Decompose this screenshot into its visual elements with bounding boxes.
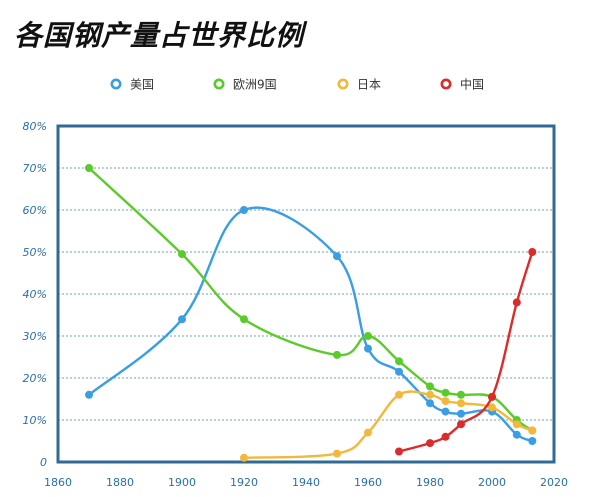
legend-item[interactable]: 美国: [110, 78, 154, 92]
legend: 美国 欧洲9国 日本 中国: [110, 77, 484, 92]
x-tick-label: 1980: [416, 476, 444, 489]
data-point: [512, 298, 521, 307]
data-point: [333, 350, 341, 359]
data-point: [395, 357, 403, 366]
x-tick-label: 1960: [354, 476, 382, 489]
data-point: [364, 332, 372, 340]
data-point: [488, 392, 496, 401]
data-point: [240, 453, 248, 462]
data-point: [85, 164, 93, 172]
data-point: [426, 399, 434, 408]
plot-frame: [56, 124, 556, 464]
legend-label: 欧洲9国: [233, 78, 277, 92]
data-point: [528, 426, 537, 435]
series-1: [85, 164, 537, 435]
data-point: [395, 367, 403, 376]
data-point: [364, 344, 372, 353]
x-tick-label: 1880: [106, 476, 134, 489]
data-point: [512, 420, 521, 429]
series-line: [87, 206, 534, 443]
data-point: [333, 252, 341, 261]
x-tick-label: 2000: [478, 476, 506, 489]
legend-item[interactable]: 日本: [337, 78, 381, 92]
data-point: [240, 315, 248, 324]
series-line: [87, 166, 534, 432]
y-tick-label: 20%: [23, 372, 47, 385]
legend-marker-icon: [337, 78, 349, 90]
data-point: [528, 437, 537, 445]
series-0: [85, 206, 537, 445]
data-point: [441, 397, 450, 406]
legend-item[interactable]: 欧洲9国: [213, 78, 277, 92]
data-point: [426, 390, 434, 399]
y-tick-label: 40%: [23, 288, 47, 301]
data-point: [528, 248, 537, 256]
data-point: [457, 390, 465, 399]
legend-marker-icon: [213, 78, 225, 90]
y-axis-ticks: 0 10% 20% 30% 40% 50% 60% 70% 80%: [23, 120, 47, 469]
data-point: [395, 390, 403, 399]
data-point: [426, 439, 434, 448]
data-point: [395, 447, 403, 456]
data-point: [333, 449, 341, 458]
chart-title: 各国钢产量占世界比例: [14, 19, 305, 52]
legend-marker-icon: [440, 78, 452, 90]
series-2: [240, 390, 537, 462]
x-tick-label: 1860: [44, 476, 72, 489]
data-point: [457, 420, 465, 429]
data-point: [178, 315, 186, 324]
data-point: [457, 399, 465, 408]
y-tick-label: 50%: [23, 246, 47, 259]
data-point: [457, 409, 465, 418]
data-point: [441, 388, 450, 397]
y-tick-label: 10%: [23, 414, 47, 427]
data-point: [426, 382, 434, 391]
series-layer: [85, 164, 537, 462]
y-tick-label: 70%: [23, 162, 47, 175]
legend-label: 中国: [460, 77, 484, 92]
data-point: [240, 206, 248, 214]
data-point: [441, 432, 450, 441]
legend-marker-icon: [110, 78, 122, 90]
data-point: [441, 407, 450, 416]
series-line: [242, 390, 534, 459]
x-tick-label: 2020: [540, 476, 568, 489]
legend-label: 日本: [357, 78, 381, 92]
y-tick-label: 80%: [23, 120, 47, 133]
x-tick-label: 1940: [292, 476, 320, 489]
series-3: [395, 248, 537, 456]
x-tick-label: 1920: [230, 476, 258, 489]
legend-label: 美国: [130, 78, 154, 92]
x-axis-ticks: 1860 1880 1900 1920 1940 1960 1980 2000 2020: [44, 476, 568, 489]
y-tick-label: 60%: [23, 204, 47, 217]
legend-item[interactable]: 中国: [440, 77, 484, 92]
data-point: [85, 390, 93, 399]
data-point: [512, 430, 521, 439]
x-tick-label: 1900: [168, 476, 196, 489]
grid: [58, 167, 554, 421]
data-point: [178, 250, 186, 259]
data-point: [488, 403, 496, 412]
data-point: [364, 428, 372, 437]
y-tick-label: 30%: [23, 330, 47, 343]
y-tick-label: 0: [40, 456, 47, 469]
